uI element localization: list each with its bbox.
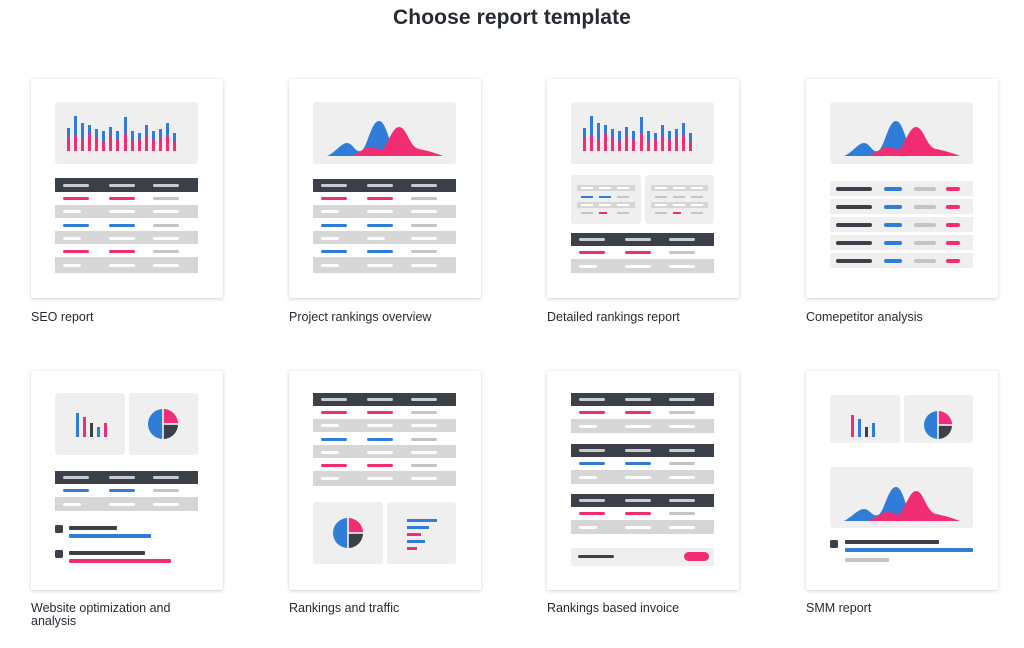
competitor-analysis-thumbnail-icon <box>830 102 973 268</box>
bar-chart-icon <box>67 116 176 151</box>
table-icon <box>55 178 198 273</box>
horizontal-bars-icon <box>407 519 437 550</box>
template-card-detailed-rankings-report[interactable] <box>547 79 739 298</box>
mini-panels-icon <box>571 175 714 224</box>
smm-report-thumbnail-icon <box>830 395 973 562</box>
pie-chart-icon <box>148 409 178 439</box>
detailed-rankings-thumbnail-icon <box>571 102 714 273</box>
template-label-rankings-based-invoice[interactable]: Rankings based invoice <box>547 601 680 615</box>
table-icon <box>571 444 714 484</box>
website-optimization-thumbnail-icon <box>55 393 198 563</box>
seo-report-thumbnail-icon <box>55 102 198 273</box>
area-chart-icon <box>844 487 960 521</box>
template-label-website-optimization[interactable]: Website optimization and analysis <box>31 601 171 628</box>
table-icon <box>55 471 198 511</box>
template-label-seo-report[interactable]: SEO report <box>31 310 94 324</box>
project-rankings-thumbnail-icon <box>313 102 456 273</box>
progress-list-icon <box>830 540 973 562</box>
template-card-competitor-analysis[interactable] <box>806 79 998 298</box>
bar-chart-icon <box>583 116 692 151</box>
template-card-rankings-and-traffic[interactable] <box>289 371 481 590</box>
template-card-seo-report[interactable] <box>31 79 223 298</box>
template-card-project-rankings-overview[interactable] <box>289 79 481 298</box>
rankings-and-traffic-thumbnail-icon <box>313 393 456 564</box>
invoice-total-icon <box>571 548 714 566</box>
template-card-website-optimization[interactable] <box>31 371 223 590</box>
pie-chart-icon <box>924 411 952 439</box>
page-title: Choose report template <box>393 6 631 29</box>
area-chart-icon <box>844 121 960 156</box>
template-label-detailed-rankings-report[interactable]: Detailed rankings report <box>547 310 680 324</box>
area-chart-icon <box>327 121 443 156</box>
template-label-rankings-and-traffic[interactable]: Rankings and traffic <box>289 601 400 615</box>
template-card-smm-report[interactable] <box>806 371 998 590</box>
list-rows-icon <box>830 181 973 268</box>
table-icon <box>313 393 456 486</box>
table-icon <box>571 494 714 534</box>
table-icon <box>313 179 456 273</box>
progress-list-icon <box>55 525 171 563</box>
template-label-competitor-analysis[interactable]: Comepetitor analysis <box>806 310 923 324</box>
mini-bar-chart-icon <box>851 415 875 437</box>
table-icon <box>571 233 714 273</box>
template-card-rankings-based-invoice[interactable] <box>547 371 739 590</box>
mini-bar-chart-icon <box>76 413 107 437</box>
table-icon <box>571 393 714 433</box>
pie-chart-icon <box>333 518 363 548</box>
template-label-project-rankings-overview[interactable]: Project rankings overview <box>289 310 432 324</box>
template-label-smm-report[interactable]: SMM report <box>806 601 872 615</box>
rankings-invoice-thumbnail-icon <box>571 393 714 566</box>
